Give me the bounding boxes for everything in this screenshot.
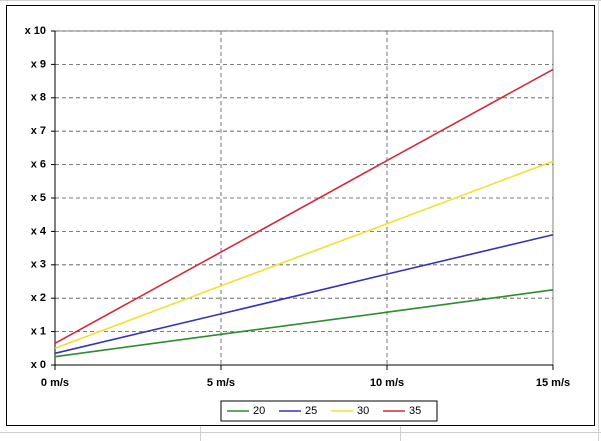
legend-label: 35 [409, 405, 421, 417]
x-tick-label: 0 m/s [41, 377, 69, 389]
legend-label: 30 [357, 405, 369, 417]
y-tick-label: x 2 [31, 292, 46, 304]
y-tick-label: x 3 [31, 259, 46, 271]
y-tick-label: x 10 [25, 25, 46, 37]
y-tick-label: x 8 [31, 92, 46, 104]
series-line [54, 160, 554, 350]
y-tick-label: x 6 [31, 159, 46, 171]
y-tick-label: x 9 [31, 58, 46, 70]
y-tick-label: x 1 [31, 326, 46, 338]
y-tick-label: x 5 [31, 192, 46, 204]
y-tick-label: x 4 [31, 225, 47, 237]
x-tick-label: 15 m/s [536, 377, 570, 389]
series-line [54, 68, 554, 344]
legend-label: 25 [305, 405, 317, 417]
legend-box [220, 400, 438, 422]
y-tick-label: x 7 [31, 125, 46, 137]
legend: 20 25 30 35 [220, 400, 438, 422]
x-tick-label: 10 m/s [370, 377, 404, 389]
legend-label: 20 [253, 405, 265, 417]
x-tick-label: 5 m/s [207, 377, 235, 389]
y-tick-label: x 0 [31, 359, 46, 371]
series-line [54, 289, 554, 358]
series-line [54, 233, 554, 355]
